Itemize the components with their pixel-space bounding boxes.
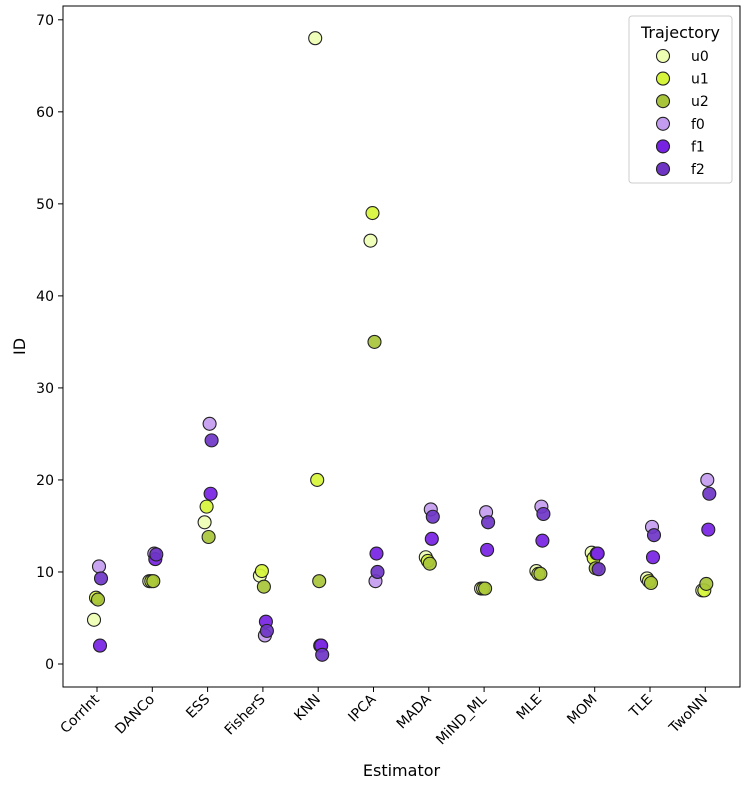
legend-label: u1	[691, 72, 709, 88]
legend-item-f2: f2	[655, 161, 705, 178]
legend-item-f1: f1	[655, 139, 705, 155]
point-f2-mind-ml	[481, 515, 496, 530]
point-f1-twonn	[701, 522, 716, 537]
point-f1-mada	[424, 531, 439, 546]
point-f2-corrint	[93, 571, 109, 586]
y-tick-label: 30	[36, 381, 54, 397]
point-f1-tle	[645, 550, 661, 565]
legend: Trajectory u0 u1 u2 f0 f1 f2	[628, 15, 733, 184]
legend-frame	[628, 15, 733, 184]
point-f1-ipca	[369, 546, 384, 561]
y-tick-label: 60	[36, 105, 54, 121]
scatter-marks	[86, 31, 717, 662]
legend-item-f0: f0	[655, 116, 705, 133]
point-f2-ess	[204, 433, 219, 448]
point-f2-knn	[315, 647, 330, 662]
point-f1-mom	[590, 546, 605, 561]
legend-label: f0	[691, 117, 705, 133]
legend-item-u2: u2	[655, 94, 709, 110]
series-f2	[93, 433, 717, 662]
point-u2-fishers	[256, 579, 271, 594]
point-u2-ipca	[367, 334, 382, 349]
point-u1-ipca	[365, 206, 380, 221]
point-u2-knn	[312, 574, 327, 589]
point-u2-mind-ml	[478, 581, 493, 596]
point-u1-fishers	[254, 563, 269, 579]
point-f2-danco	[149, 547, 164, 562]
y-tick-label: 70	[36, 13, 54, 29]
legend-label: u0	[691, 49, 709, 65]
point-u1-ess	[199, 499, 214, 514]
legend-item-u0: u0	[655, 48, 709, 65]
x-axis-label: Estimator	[363, 761, 441, 780]
point-u1-knn	[310, 472, 325, 487]
legend-marker	[655, 94, 671, 109]
point-f1-corrint	[92, 638, 108, 653]
point-u2-corrint	[90, 592, 106, 607]
point-f2-tle	[646, 528, 662, 543]
point-u0-ess	[197, 515, 212, 530]
point-u0-knn	[308, 31, 323, 46]
y-tick-label: 20	[36, 473, 54, 489]
point-u2-ess	[201, 529, 216, 545]
point-f1-mle	[535, 533, 550, 548]
point-u2-danco	[146, 574, 161, 589]
legend-marker	[655, 48, 671, 64]
point-f2-mom	[591, 562, 606, 577]
point-f2-ipca	[370, 564, 385, 580]
point-f2-fishers	[259, 623, 274, 638]
point-f0-corrint	[91, 559, 107, 574]
point-u2-tle	[643, 575, 659, 591]
point-f2-twonn	[702, 486, 717, 501]
point-u0-ipca	[363, 233, 378, 248]
legend-title: Trajectory	[640, 23, 720, 42]
y-tick-label: 50	[36, 197, 54, 213]
legend-marker	[655, 116, 671, 131]
point-f2-mada	[425, 509, 440, 524]
y-tick-label: 40	[36, 289, 54, 305]
point-f1-ess	[203, 486, 218, 501]
legend-item-u1: u1	[655, 71, 709, 88]
point-f2-mle	[536, 506, 551, 522]
y-tick-label: 0	[45, 657, 54, 673]
point-f1-mind-ml	[480, 542, 495, 557]
legend-label: f1	[691, 139, 705, 155]
legend-label: f2	[691, 162, 705, 178]
point-u2-mada	[422, 556, 437, 571]
y-tick-label: 10	[36, 565, 54, 581]
point-u0-corrint	[86, 612, 102, 627]
y-axis-label: ID	[10, 338, 29, 355]
plot-frame	[62, 5, 741, 688]
legend-marker	[655, 71, 671, 86]
legend-label: u2	[691, 94, 709, 110]
point-f0-ess	[202, 416, 217, 431]
point-u2-mle	[533, 566, 548, 581]
legend-marker	[655, 139, 671, 154]
series-f1	[92, 486, 716, 653]
point-u2-twonn	[699, 576, 714, 591]
legend-marker	[655, 161, 671, 177]
point-f0-twonn	[700, 472, 715, 487]
